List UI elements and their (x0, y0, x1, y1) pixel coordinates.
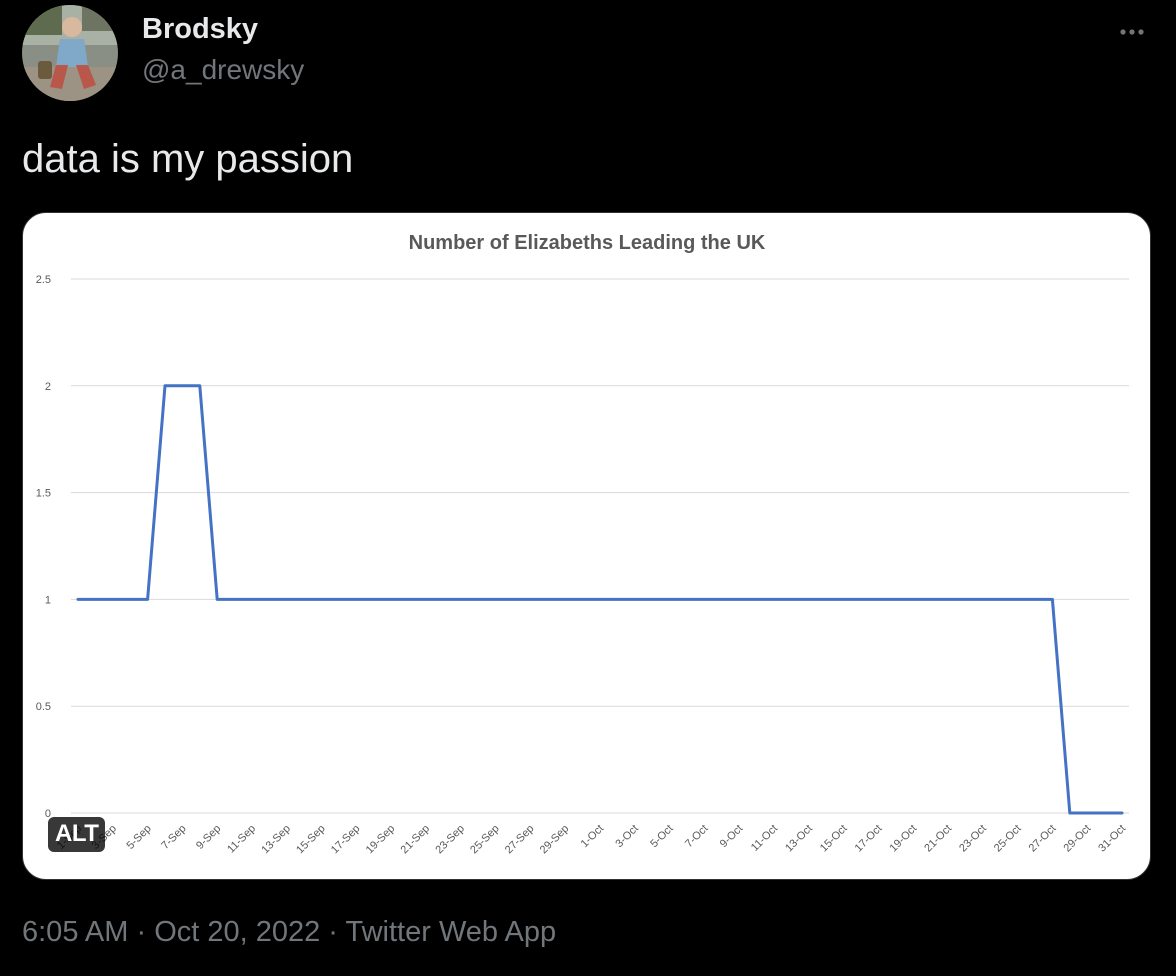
x-tick-label: 17-Oct (853, 823, 885, 855)
x-tick-label: 9-Sep (194, 823, 223, 852)
alt-text-badge[interactable]: ALT (48, 817, 105, 852)
x-tick-label: 25-Sep (468, 823, 502, 857)
chart-title: Number of Elizabeths Leading the UK (409, 232, 766, 254)
y-tick-label: 1 (45, 594, 51, 606)
x-tick-label: 21-Sep (399, 823, 433, 857)
x-tick-label: 19-Sep (364, 823, 398, 857)
x-tick-label: 13-Sep (259, 823, 293, 857)
tweet-media-image[interactable]: Number of Elizabeths Leading the UK 0 0.5… (22, 212, 1151, 880)
y-axis-ticks: 00.511.522.5 (36, 274, 51, 820)
x-tick-label: 13-Oct (783, 823, 815, 855)
x-tick-label: 3-Oct (613, 823, 641, 851)
tweet-source[interactable]: Twitter Web App (346, 916, 557, 948)
x-tick-label: 11-Oct (749, 823, 780, 854)
x-tick-label: 29-Oct (1061, 823, 1093, 855)
x-tick-label: 15-Oct (818, 823, 850, 855)
x-tick-label: 7-Oct (683, 823, 711, 851)
x-tick-label: 5-Sep (124, 823, 153, 852)
tweet-time[interactable]: 6:05 AM (22, 916, 128, 948)
x-tick-label: 17-Sep (329, 823, 363, 857)
tweet-metadata: 6:05 AM · Oct 20, 2022 · Twitter Web App (22, 916, 556, 949)
x-axis-ticks: 1-Sep3-Sep5-Sep7-Sep9-Sep11-Sep13-Sep15-… (55, 823, 1128, 857)
y-tick-label: 1.5 (36, 488, 51, 500)
x-tick-label: 31-Oct (1096, 823, 1128, 855)
x-tick-label: 19-Oct (887, 823, 919, 855)
x-tick-label: 25-Oct (992, 823, 1024, 855)
y-tick-label: 0.5 (36, 701, 51, 713)
ellipsis-icon[interactable] (1114, 20, 1150, 44)
y-tick-label: 2.5 (36, 274, 51, 286)
x-tick-label: 27-Sep (503, 823, 537, 857)
x-tick-label: 7-Sep (159, 823, 188, 852)
avatar-photo (22, 5, 118, 101)
series-line (78, 386, 1122, 813)
tweet-date[interactable]: Oct 20, 2022 (154, 916, 320, 948)
user-handle[interactable]: @a_drewsky (142, 54, 304, 86)
x-tick-label: 1-Oct (579, 823, 607, 851)
line-chart: Number of Elizabeths Leading the UK 00.5… (23, 213, 1151, 880)
chart-gridlines (71, 279, 1129, 813)
x-tick-label: 5-Oct (648, 823, 676, 851)
x-tick-label: 23-Oct (957, 823, 989, 855)
x-tick-label: 27-Oct (1027, 823, 1059, 855)
x-tick-label: 9-Oct (718, 823, 746, 851)
avatar[interactable] (22, 5, 118, 101)
x-tick-label: 15-Sep (294, 823, 328, 857)
chart-series (78, 386, 1122, 813)
meta-separator: · (320, 916, 345, 948)
tweet-text: data is my passion (22, 137, 353, 182)
x-tick-label: 23-Sep (433, 823, 467, 857)
display-name[interactable]: Brodsky (142, 13, 258, 46)
x-tick-label: 11-Sep (225, 823, 258, 856)
y-tick-label: 2 (45, 381, 51, 393)
x-tick-label: 29-Sep (538, 823, 572, 857)
meta-separator: · (128, 916, 154, 948)
x-tick-label: 21-Oct (922, 823, 954, 855)
